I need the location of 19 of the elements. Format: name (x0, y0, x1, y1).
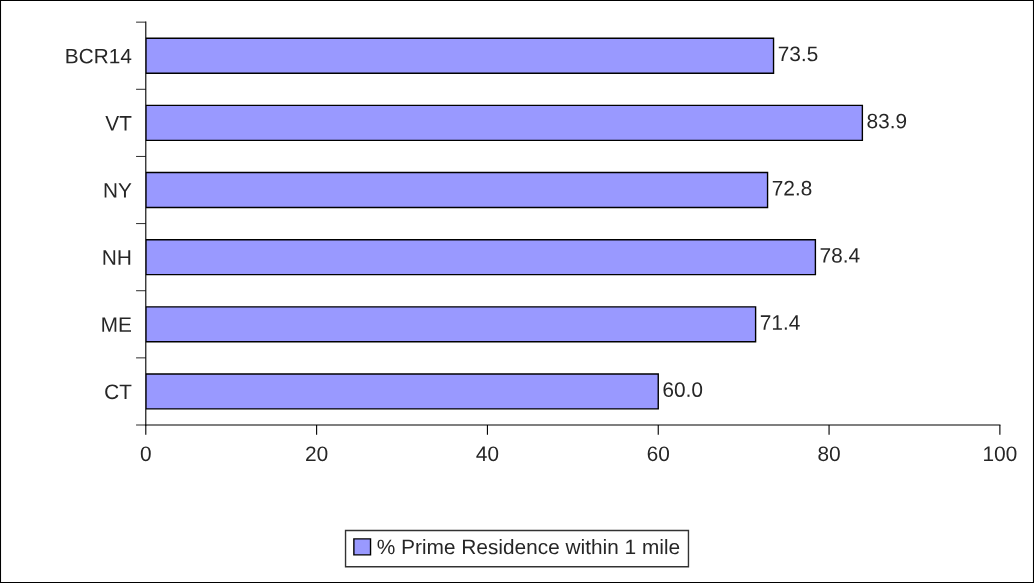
data-label: 83.9 (867, 113, 907, 129)
x-tick-label: 60 (647, 446, 670, 462)
data-label: 71.4 (760, 315, 800, 330)
y-tick-label: VT (105, 116, 132, 131)
y-tick-label: ME (102, 317, 132, 332)
x-tick-label: 40 (476, 446, 499, 462)
data-label: 60.0 (663, 382, 703, 398)
x-tick-label: 20 (306, 446, 328, 462)
x-tick-label: 100 (984, 446, 1017, 462)
y-tick-label: BCR14 (66, 48, 132, 64)
y-tick-label: CT (105, 384, 132, 400)
y-tick-label: NH (103, 250, 131, 265)
y-tick-label: NY (104, 183, 132, 198)
data-label: 72.8 (772, 180, 812, 196)
legend-label: % Prime Residence within 1 mile (377, 539, 680, 555)
data-label: 73.5 (778, 46, 818, 62)
x-tick-label: 80 (818, 446, 840, 462)
x-tick-label: 0 (140, 446, 151, 462)
data-label: 78.4 (820, 247, 860, 263)
